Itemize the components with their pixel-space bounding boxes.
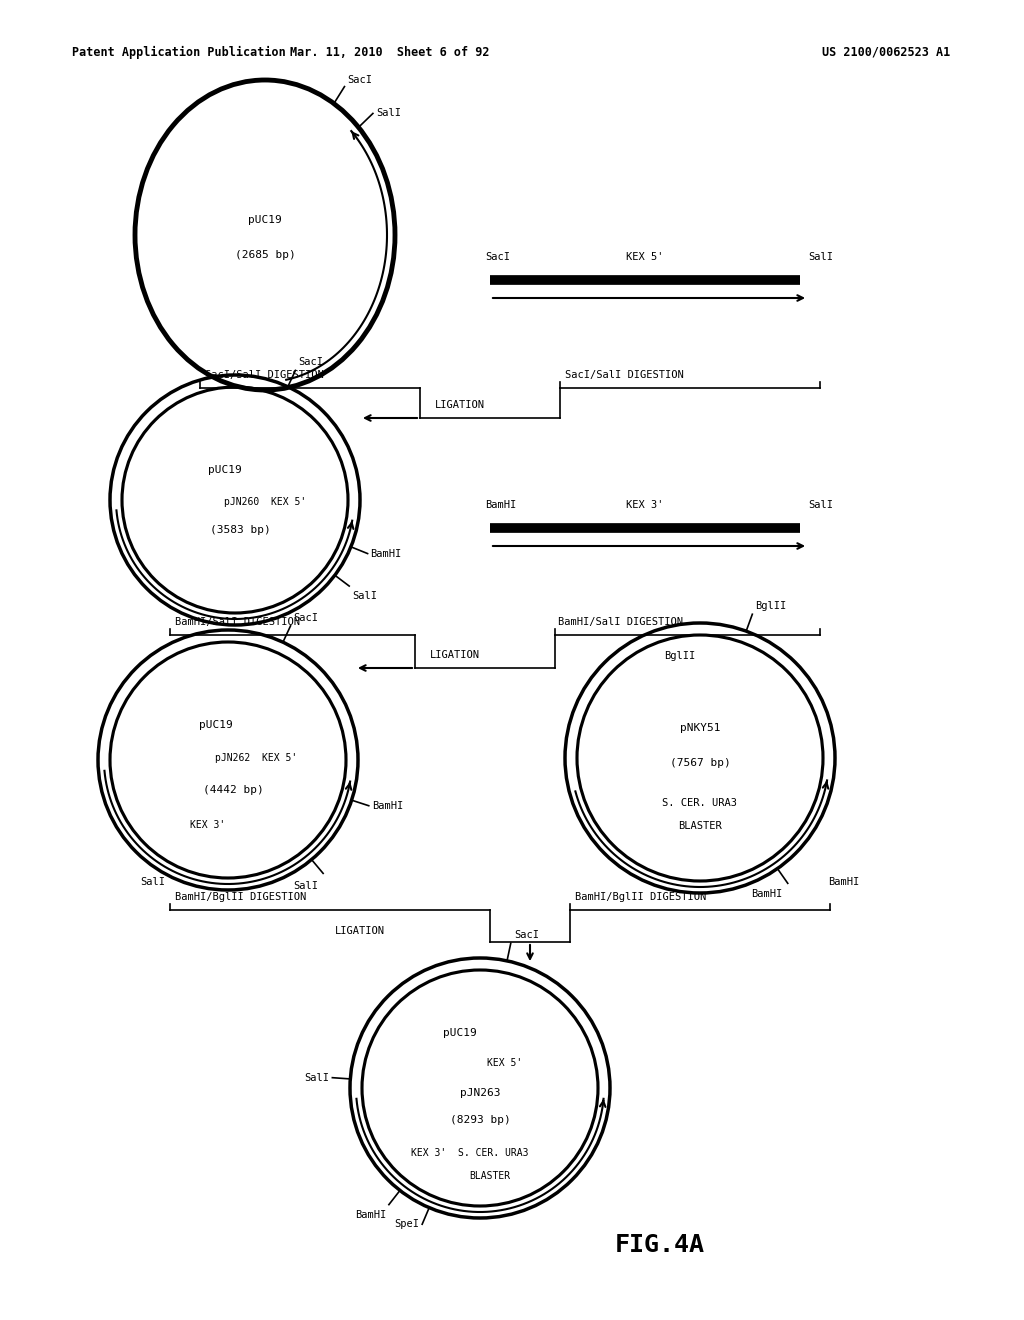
Text: SacI: SacI [347,75,373,84]
Text: BamHI/SalI DIGESTION: BamHI/SalI DIGESTION [558,616,683,627]
Text: SacI: SacI [485,252,510,261]
Text: BLASTER: BLASTER [678,821,722,832]
Text: (2685 bp): (2685 bp) [234,249,295,260]
Text: SpeI: SpeI [394,1220,419,1229]
Text: KEX 3': KEX 3' [627,500,664,510]
Text: (8293 bp): (8293 bp) [450,1115,510,1125]
Text: S. CER. URA3: S. CER. URA3 [663,799,737,808]
Text: BamHI/BglII DIGESTION: BamHI/BglII DIGESTION [575,892,707,902]
Text: BamHI: BamHI [752,890,782,899]
Text: BamHI/SalI DIGESTION: BamHI/SalI DIGESTION [175,616,300,627]
Text: BamHI: BamHI [372,801,403,810]
Text: SacI/SalI DIGESTION: SacI/SalI DIGESTION [565,370,684,380]
Text: SalI: SalI [140,876,165,887]
Text: Patent Application Publication: Patent Application Publication [72,45,286,58]
Text: Mar. 11, 2010  Sheet 6 of 92: Mar. 11, 2010 Sheet 6 of 92 [290,45,489,58]
Text: KEX 3'  S. CER. URA3: KEX 3' S. CER. URA3 [412,1148,528,1158]
Text: KEX 5': KEX 5' [487,1059,522,1068]
Text: SalI: SalI [304,1073,330,1082]
Text: pUC19: pUC19 [443,1028,477,1038]
Text: SalI: SalI [376,108,401,119]
Text: LIGATION: LIGATION [335,927,385,936]
Text: US 2100/0062523 A1: US 2100/0062523 A1 [821,45,950,58]
Text: KEX 5': KEX 5' [627,252,664,261]
Text: pUC19: pUC19 [208,465,242,475]
Text: (7567 bp): (7567 bp) [670,758,730,768]
Text: SacI: SacI [514,931,539,940]
Text: BglII: BglII [756,601,786,611]
Text: pUC19: pUC19 [199,719,232,730]
Text: SalI: SalI [808,500,833,510]
Text: pNKY51: pNKY51 [680,723,720,733]
Text: BglII: BglII [665,651,695,661]
Text: BamHI/BglII DIGESTION: BamHI/BglII DIGESTION [175,892,306,902]
Text: BLASTER: BLASTER [469,1171,511,1181]
Text: BamHI: BamHI [485,500,516,510]
Text: LIGATION: LIGATION [435,400,485,411]
Text: KEX 3': KEX 3' [190,820,225,830]
Text: pJN263: pJN263 [460,1088,501,1098]
Text: pUC19: pUC19 [248,215,282,224]
Text: SacI/SalI DIGESTION: SacI/SalI DIGESTION [205,370,324,380]
Text: SacI: SacI [294,612,318,623]
Text: (3583 bp): (3583 bp) [210,525,270,535]
Text: BamHI: BamHI [371,549,401,558]
Text: BamHI: BamHI [354,1209,386,1220]
Text: LIGATION: LIGATION [430,649,480,660]
Text: SalI: SalI [293,882,318,891]
Text: SalI: SalI [808,252,833,261]
Text: pJN260  KEX 5': pJN260 KEX 5' [224,498,306,507]
Text: SacI: SacI [298,358,324,367]
Text: (4442 bp): (4442 bp) [203,785,263,795]
Text: pJN262  KEX 5': pJN262 KEX 5' [215,752,297,763]
Text: SalI: SalI [352,591,377,601]
Text: BamHI: BamHI [828,876,859,887]
Text: FIG.4A: FIG.4A [615,1233,705,1257]
